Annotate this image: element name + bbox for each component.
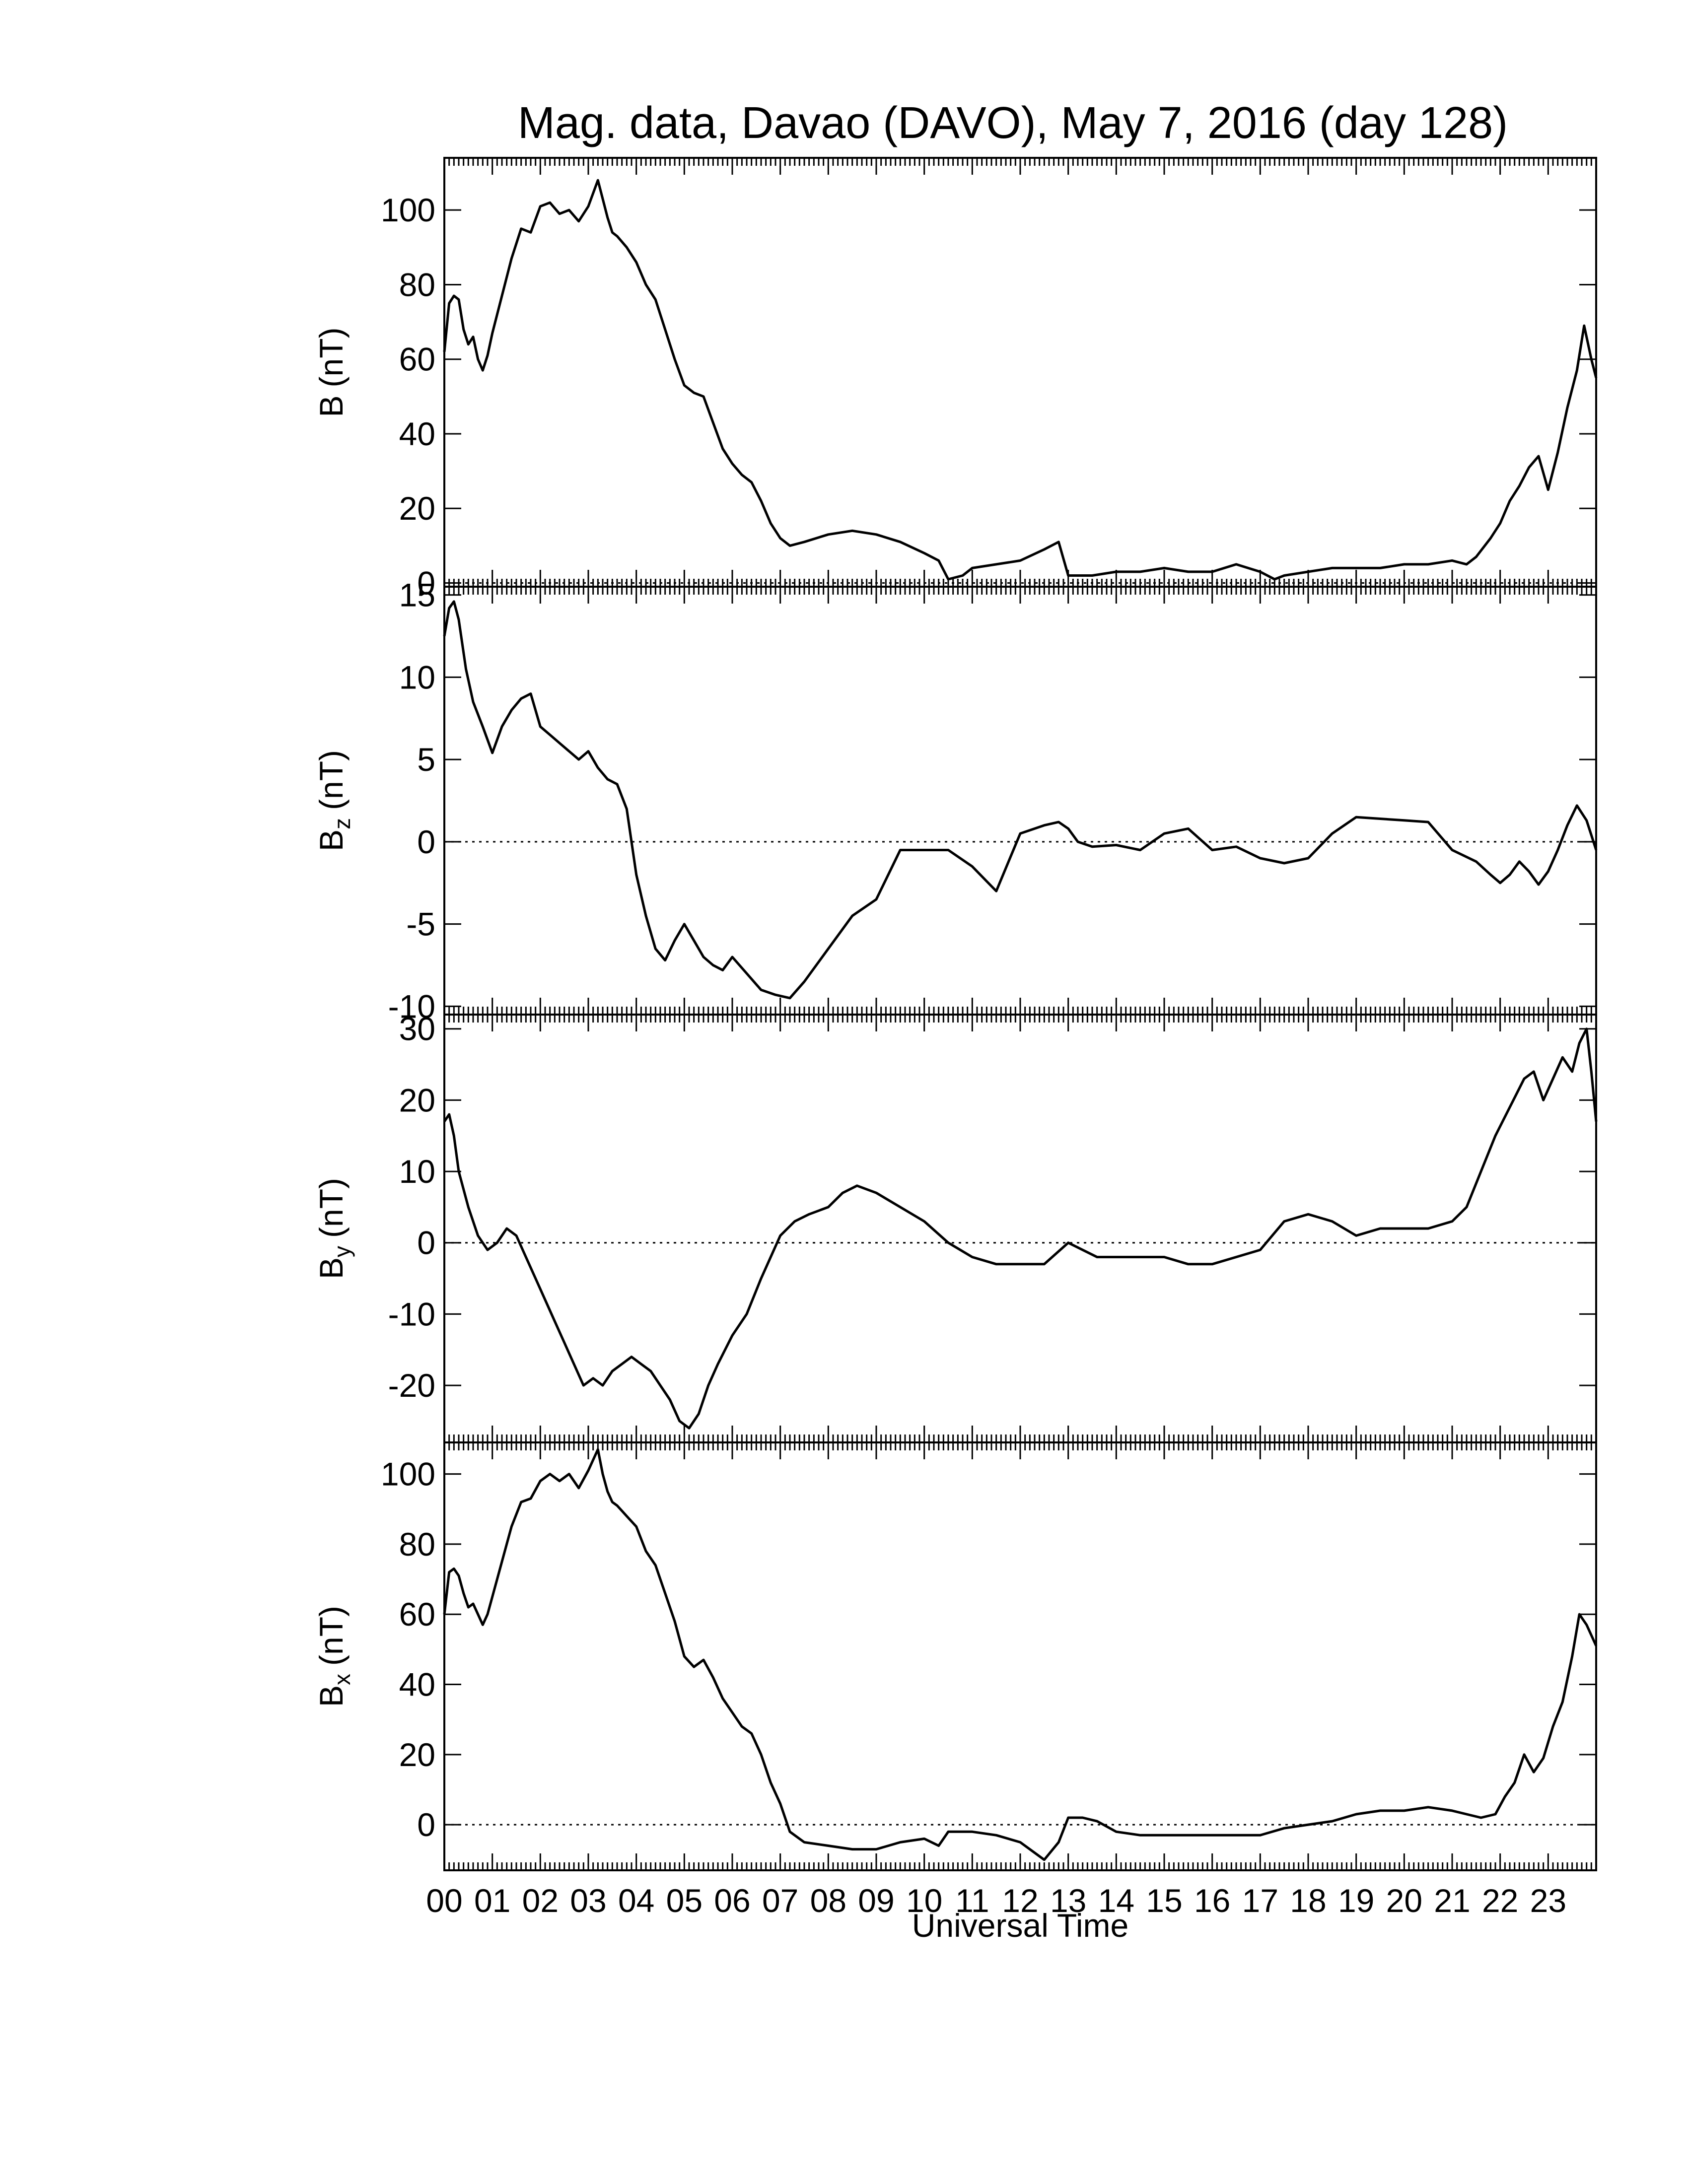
panel-bx-ticks: 0 20 40 60 80 100 (381, 1442, 1597, 1870)
panel-by-series-line (443, 1027, 1598, 1430)
x-axis-label: Universal Time (912, 1907, 1128, 1944)
x-tick-label: 10 (906, 1882, 942, 1919)
panel-by-ylabel-unit: (nT) (313, 1178, 350, 1238)
x-tick-label: 20 (1386, 1882, 1422, 1919)
x-tick-label: 01 (474, 1882, 510, 1919)
x-tick-label: 18 (1290, 1882, 1326, 1919)
x-tick-label: 22 (1482, 1882, 1518, 1919)
panel-bx-y-tick-label: 80 (399, 1526, 435, 1563)
x-tick-label: 08 (810, 1882, 846, 1919)
panel-by-y-tick-label: 20 (399, 1082, 435, 1118)
panel-bz-y-tick-label: 0 (417, 823, 435, 860)
panel-by-ylabel: By (nT) (313, 1178, 355, 1279)
panel-by-y-tick-label: -20 (388, 1367, 435, 1404)
panel-b-frame (443, 157, 1597, 588)
panel-by-ticks: -20 -10 0 10 20 30 (388, 1011, 1597, 1442)
panel-b-ylabel-main: B (313, 395, 350, 417)
panel-bx-ylabel-main: B (313, 1685, 350, 1707)
x-tick-label: 00 (426, 1882, 462, 1919)
panel-b-y-tick-label: 0 (417, 564, 435, 601)
x-tick-label: 16 (1194, 1882, 1230, 1919)
x-tick-label: 23 (1530, 1882, 1566, 1919)
panel-b-y-tick-label: 80 (399, 266, 435, 303)
panel-b-series-line (443, 179, 1598, 581)
panel-bz-ylabel-main: B (313, 829, 350, 851)
panel-b-y-tick-label: 40 (399, 415, 435, 452)
panel-bx-ylabel-unit: (nT) (313, 1606, 350, 1666)
panel-by-ylabel-main: B (313, 1257, 350, 1279)
panel-bx-y-tick-label: 20 (399, 1736, 435, 1773)
panel-b: 0 20 40 60 80 100 B (nT) (313, 157, 1598, 601)
panel-bz-y-tick-label: 5 (417, 741, 435, 778)
panel-bx-ylabel: Bx (nT) (313, 1606, 355, 1707)
x-tick-label: 06 (714, 1882, 750, 1919)
panel-b-ticks: 0 20 40 60 80 100 (381, 158, 1597, 601)
x-tick-label: 13 (1050, 1882, 1086, 1919)
panel-bz-y-tick-label: 15 (399, 577, 435, 614)
x-tick-label: 09 (858, 1882, 894, 1919)
x-tick-label: 17 (1242, 1882, 1278, 1919)
panel-bz-y-tick-label: -5 (406, 906, 435, 943)
panel-by-ylabel-sub: y (329, 1246, 355, 1257)
panel-by: -20 -10 0 10 20 30 By (nT) (313, 1011, 1598, 1443)
x-tick-label: 15 (1146, 1882, 1182, 1919)
panel-bx-y-tick-label: 100 (381, 1456, 435, 1493)
panel-bx-ylabel-sub: x (329, 1674, 355, 1685)
panel-b-ylabel-unit: (nT) (313, 327, 350, 387)
panel-bz: -10 -5 0 5 10 15 Bz (nT) (313, 577, 1598, 1024)
x-tick-label: 04 (618, 1882, 654, 1919)
x-tick-label: 19 (1338, 1882, 1374, 1919)
panel-b-y-tick-label: 20 (399, 490, 435, 527)
x-tick-label: 12 (1002, 1882, 1038, 1919)
chart-title: Mag. data, Davao (DAVO), May 7, 2016 (da… (518, 98, 1508, 148)
x-tick-label: 05 (666, 1882, 703, 1919)
x-axis-tick-labels: 00 01 02 03 04 05 06 07 08 09 10 11 12 13 14 15 16 17 18 19… (426, 1882, 1566, 1919)
panel-bx-y-tick-label: 0 (417, 1806, 435, 1843)
panel-bz-y-tick-label: 10 (399, 659, 435, 695)
x-tick-label: 02 (522, 1882, 559, 1919)
panel-bz-ylabel-sub: z (329, 818, 355, 829)
panel-by-y-tick-label: 0 (417, 1225, 435, 1261)
x-tick-label: 14 (1098, 1882, 1134, 1919)
panel-bx-y-tick-label: 60 (399, 1596, 435, 1633)
panel-by-y-tick-label: 10 (399, 1153, 435, 1190)
panel-bx-y-tick-label: 40 (399, 1666, 435, 1703)
panel-bx-series-line (443, 1448, 1598, 1861)
panel-bz-frame (443, 586, 1597, 1016)
panel-bz-ylabel: Bz (nT) (313, 750, 355, 851)
panel-bz-y-tick-label: -10 (388, 988, 435, 1024)
panel-bz-ticks: -10 -5 0 5 10 15 (388, 577, 1597, 1024)
panel-b-y-tick-label: 100 (381, 192, 435, 228)
x-tick-label: 07 (762, 1882, 798, 1919)
x-tick-label: 21 (1434, 1882, 1470, 1919)
panel-by-y-tick-label: 30 (399, 1011, 435, 1047)
panel-bz-ylabel-unit: (nT) (313, 750, 350, 810)
panel-bz-series-line (443, 600, 1598, 1000)
panel-bx: 0 20 40 60 80 100 Bx (nT) (313, 1441, 1598, 1871)
panel-b-ylabel: B (nT) (313, 327, 350, 417)
panel-b-y-tick-label: 60 (399, 341, 435, 378)
panel-by-y-tick-label: -10 (388, 1296, 435, 1332)
x-tick-label: 11 (955, 1882, 989, 1919)
x-tick-label: 03 (570, 1882, 606, 1919)
